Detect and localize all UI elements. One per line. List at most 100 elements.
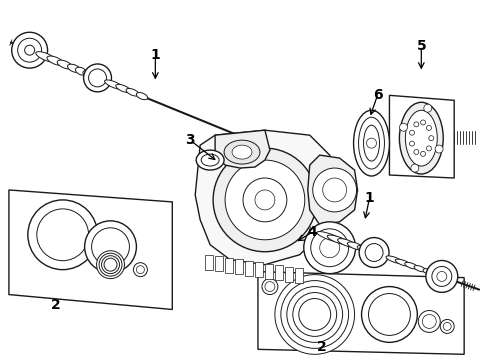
- Circle shape: [399, 123, 408, 131]
- Ellipse shape: [68, 64, 81, 72]
- Circle shape: [368, 293, 410, 336]
- Polygon shape: [195, 130, 340, 265]
- Circle shape: [414, 149, 419, 154]
- Circle shape: [84, 64, 111, 92]
- Ellipse shape: [405, 110, 437, 166]
- Circle shape: [424, 104, 432, 112]
- Circle shape: [410, 130, 415, 135]
- Ellipse shape: [317, 231, 343, 242]
- Circle shape: [265, 282, 275, 292]
- Circle shape: [133, 263, 147, 276]
- Bar: [225, 258, 233, 273]
- Circle shape: [262, 279, 278, 294]
- Ellipse shape: [359, 117, 385, 169]
- Circle shape: [311, 229, 348, 267]
- Circle shape: [92, 228, 129, 266]
- Circle shape: [437, 271, 447, 282]
- Bar: [215, 256, 223, 271]
- Ellipse shape: [405, 262, 418, 269]
- Circle shape: [85, 221, 136, 273]
- Circle shape: [281, 280, 348, 348]
- Bar: [275, 265, 283, 280]
- Bar: [235, 259, 243, 274]
- Circle shape: [89, 69, 106, 87]
- Circle shape: [243, 178, 287, 222]
- Ellipse shape: [57, 60, 72, 69]
- Bar: [255, 262, 263, 277]
- Ellipse shape: [354, 110, 390, 176]
- Text: 5: 5: [416, 39, 426, 53]
- Ellipse shape: [414, 266, 425, 272]
- Circle shape: [440, 319, 454, 333]
- Circle shape: [426, 146, 431, 151]
- Text: 4: 4: [308, 225, 318, 239]
- Ellipse shape: [105, 80, 123, 89]
- Ellipse shape: [423, 269, 434, 275]
- Ellipse shape: [327, 235, 350, 245]
- Circle shape: [367, 138, 376, 148]
- Text: 1: 1: [365, 191, 374, 205]
- Ellipse shape: [364, 125, 379, 161]
- Ellipse shape: [399, 102, 443, 174]
- Ellipse shape: [338, 239, 356, 247]
- Circle shape: [420, 151, 425, 156]
- Circle shape: [104, 258, 117, 271]
- Circle shape: [411, 164, 419, 172]
- Circle shape: [299, 298, 331, 330]
- Circle shape: [99, 253, 122, 276]
- Polygon shape: [258, 272, 464, 354]
- Circle shape: [359, 238, 389, 267]
- Circle shape: [323, 178, 346, 202]
- Ellipse shape: [116, 84, 131, 93]
- Circle shape: [287, 287, 343, 342]
- Polygon shape: [9, 190, 172, 310]
- Circle shape: [255, 190, 275, 210]
- Ellipse shape: [126, 89, 139, 96]
- Circle shape: [275, 275, 355, 354]
- Circle shape: [432, 266, 452, 287]
- Bar: [245, 261, 253, 276]
- Text: 1: 1: [150, 49, 160, 63]
- Ellipse shape: [196, 150, 224, 170]
- Circle shape: [414, 122, 419, 127]
- Ellipse shape: [36, 51, 56, 62]
- Circle shape: [136, 266, 145, 274]
- Circle shape: [101, 256, 120, 274]
- Text: 3: 3: [185, 133, 195, 147]
- Circle shape: [418, 310, 440, 332]
- Ellipse shape: [386, 256, 403, 264]
- Text: 2: 2: [317, 340, 326, 354]
- Circle shape: [24, 45, 35, 55]
- Circle shape: [28, 200, 98, 270]
- Circle shape: [362, 287, 417, 342]
- Ellipse shape: [357, 245, 370, 253]
- Circle shape: [18, 38, 42, 62]
- Circle shape: [365, 244, 383, 261]
- Polygon shape: [390, 95, 454, 178]
- Bar: [285, 267, 293, 282]
- Circle shape: [304, 222, 356, 274]
- Polygon shape: [215, 130, 270, 168]
- Ellipse shape: [395, 259, 411, 266]
- Circle shape: [410, 141, 415, 146]
- Ellipse shape: [47, 56, 64, 66]
- Circle shape: [426, 125, 431, 130]
- Bar: [295, 268, 303, 283]
- Circle shape: [319, 238, 340, 258]
- Circle shape: [313, 168, 357, 212]
- Ellipse shape: [224, 140, 260, 164]
- Circle shape: [429, 136, 434, 141]
- Text: 6: 6: [373, 88, 382, 102]
- Ellipse shape: [347, 242, 364, 250]
- Circle shape: [97, 251, 124, 279]
- Circle shape: [12, 32, 48, 68]
- Circle shape: [422, 315, 436, 328]
- Circle shape: [435, 145, 443, 153]
- Circle shape: [426, 261, 458, 292]
- Circle shape: [420, 120, 425, 125]
- Circle shape: [37, 209, 89, 261]
- Ellipse shape: [83, 70, 94, 78]
- Text: 2: 2: [51, 297, 61, 311]
- Circle shape: [443, 323, 451, 330]
- Ellipse shape: [232, 145, 252, 159]
